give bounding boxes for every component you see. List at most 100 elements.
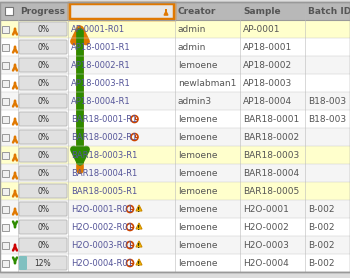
FancyBboxPatch shape [19,166,67,180]
FancyBboxPatch shape [19,148,67,162]
Text: Creator: Creator [178,6,216,16]
Text: H2O-0003-R01: H2O-0003-R01 [71,240,133,249]
Bar [2,205,9,212]
Text: lemoene: lemoene [178,222,217,232]
Text: 0%: 0% [37,205,49,214]
Text: H2O-0003: H2O-0003 [243,240,289,249]
Text: 12%: 12% [35,259,51,267]
FancyBboxPatch shape [19,202,67,216]
Bar [0,218,350,236]
Text: Batch ID: Batch ID [308,6,350,16]
Bar [0,254,350,272]
FancyBboxPatch shape [19,184,67,198]
Bar [0,38,350,56]
Text: lemoene: lemoene [178,187,217,195]
FancyBboxPatch shape [19,58,67,72]
Text: lemoene: lemoene [178,240,217,249]
FancyBboxPatch shape [19,256,27,270]
FancyBboxPatch shape [19,22,67,36]
Text: 0%: 0% [37,115,49,123]
Text: lemoene: lemoene [178,205,217,214]
Bar [2,98,9,105]
Text: BAR18-0003: BAR18-0003 [243,150,299,160]
Text: H2O-0002: H2O-0002 [243,222,289,232]
Bar [2,224,9,230]
Bar [2,259,9,267]
Text: H2O-0001-R01: H2O-0001-R01 [71,205,133,214]
Bar [2,170,9,177]
Bar [2,80,9,86]
FancyBboxPatch shape [19,220,67,234]
Text: H2O-0001: H2O-0001 [243,205,289,214]
Text: !: ! [137,260,141,267]
Bar [2,242,9,249]
Text: BAR18-0001: BAR18-0001 [243,115,299,123]
Text: Request ID: Request ID [73,6,129,16]
Text: 0%: 0% [37,78,49,88]
Text: 0%: 0% [37,133,49,142]
Text: B18-003: B18-003 [308,115,346,123]
Text: BAR18-0005: BAR18-0005 [243,187,299,195]
Text: Sample: Sample [243,6,281,16]
FancyBboxPatch shape [69,3,174,19]
Text: 0%: 0% [37,24,49,34]
Bar [2,115,9,123]
Text: H2O-0004-R01: H2O-0004-R01 [71,259,133,267]
Bar [0,200,350,218]
Text: B-002: B-002 [308,222,335,232]
Polygon shape [136,205,142,211]
Bar [0,74,350,92]
Text: H2O-0004: H2O-0004 [243,259,289,267]
Polygon shape [136,223,142,229]
Bar [2,61,9,68]
Text: lemoene: lemoene [178,259,217,267]
Text: AP-0001: AP-0001 [243,24,280,34]
Text: AP18-0002: AP18-0002 [243,61,292,70]
Text: BAR18-0004-R1: BAR18-0004-R1 [71,168,137,177]
Text: AP18-0001-R1: AP18-0001-R1 [71,43,131,51]
Text: AP18-0003: AP18-0003 [243,78,292,88]
Text: 0%: 0% [37,61,49,70]
Bar [0,20,350,38]
Bar [0,110,350,128]
Text: !: ! [137,225,141,230]
FancyBboxPatch shape [19,76,67,90]
FancyBboxPatch shape [19,112,67,126]
Bar [0,164,350,182]
Text: B18-003: B18-003 [308,96,346,105]
Text: BAR18-0004: BAR18-0004 [243,168,299,177]
FancyBboxPatch shape [19,130,67,144]
Bar [0,92,350,110]
Text: admin3: admin3 [178,96,212,105]
Text: AP18-0002-R1: AP18-0002-R1 [71,61,131,70]
Text: newlabman1: newlabman1 [178,78,236,88]
Text: Progress: Progress [21,6,65,16]
Bar [0,56,350,74]
Text: lemoene: lemoene [178,115,217,123]
Bar [2,187,9,195]
Text: B-002: B-002 [308,240,335,249]
Text: BAR18-0002: BAR18-0002 [243,133,299,142]
Text: lemoene: lemoene [178,168,217,177]
Text: lemoene: lemoene [178,150,217,160]
Text: BAR18-0002-R1: BAR18-0002-R1 [71,133,137,142]
Text: 0%: 0% [37,240,49,249]
Bar [2,26,9,33]
Text: BAR18-0003-R1: BAR18-0003-R1 [71,150,137,160]
Text: !: ! [137,207,141,212]
Bar [2,152,9,158]
FancyBboxPatch shape [19,40,67,54]
Text: BAR18-0001-R1: BAR18-0001-R1 [71,115,137,123]
Text: AP18-0003-R1: AP18-0003-R1 [71,78,131,88]
Text: H2O-0002-R01: H2O-0002-R01 [71,222,133,232]
Text: AP18-0001: AP18-0001 [243,43,292,51]
Text: 0%: 0% [37,43,49,51]
FancyBboxPatch shape [19,238,67,252]
Text: 0%: 0% [37,187,49,195]
Text: AP-0001-R01: AP-0001-R01 [71,24,125,34]
Text: AP18-0004-R1: AP18-0004-R1 [71,96,131,105]
Text: 0%: 0% [37,96,49,105]
Text: 0%: 0% [37,150,49,160]
Polygon shape [136,259,142,265]
Text: AP18-0004: AP18-0004 [243,96,292,105]
